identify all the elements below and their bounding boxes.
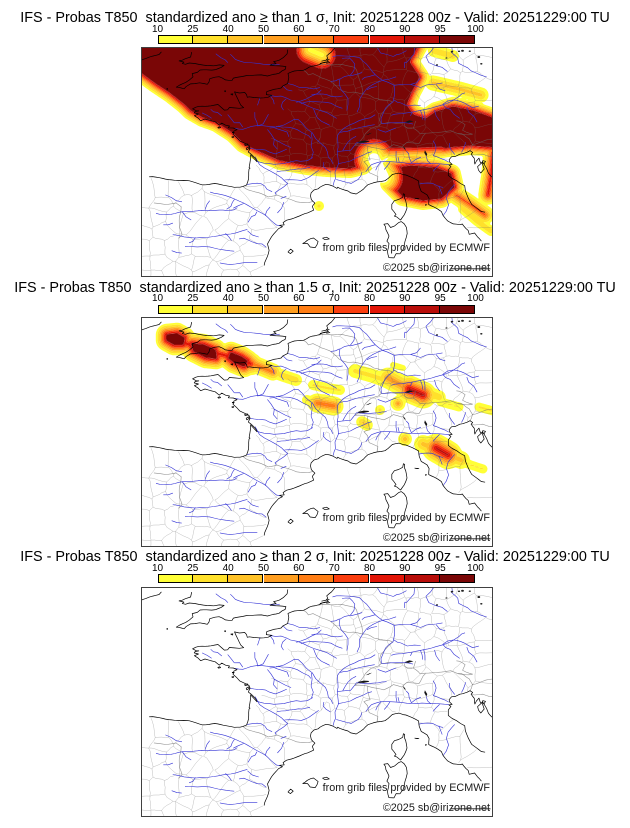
svg-text:from grib files provided by EC: from grib files provided by ECMWF (323, 512, 491, 524)
svg-text:from grib files provided by EC: from grib files provided by ECMWF (323, 242, 491, 254)
svg-text:©2025 sb@irizone.net: ©2025 sb@irizone.net (383, 532, 490, 544)
svg-text:©2025 sb@irizone.net: ©2025 sb@irizone.net (383, 802, 490, 814)
svg-text:©2025 sb@irizone.net: ©2025 sb@irizone.net (383, 262, 490, 274)
svg-text:from grib files provided by EC: from grib files provided by ECMWF (323, 782, 491, 794)
